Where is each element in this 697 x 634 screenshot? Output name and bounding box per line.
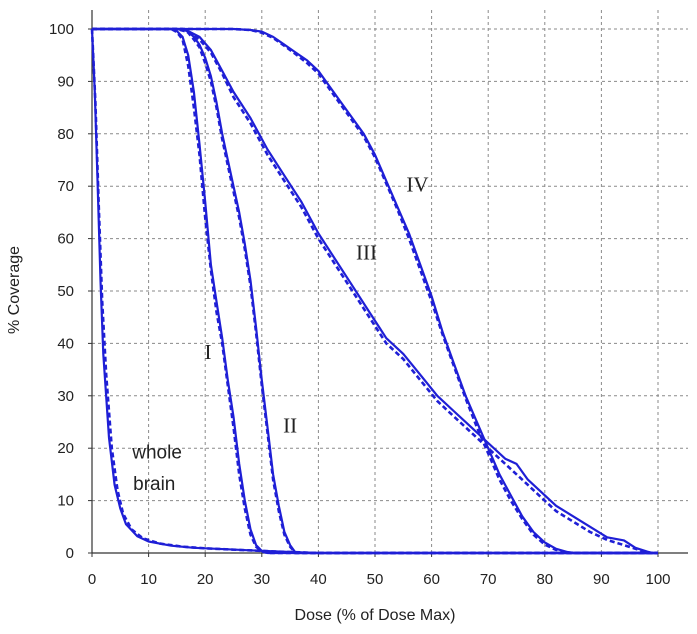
series-line-ii-dashed (92, 27, 658, 555)
x-tick-label: 70 (480, 571, 497, 588)
annotation-label: IV (406, 172, 428, 196)
y-tick-label: 10 (57, 493, 74, 510)
x-tick-label: 100 (645, 571, 670, 588)
x-tick-label: 10 (140, 571, 157, 588)
x-tick-label: 60 (423, 571, 440, 588)
x-tick-label: 30 (253, 571, 270, 588)
y-tick-label: 0 (66, 545, 74, 562)
series-lines (90, 27, 658, 555)
series-line-iii-dashed (92, 27, 653, 555)
annotation-label: whole (131, 443, 182, 464)
x-tick-label: 40 (310, 571, 327, 588)
y-tick-label: 90 (57, 73, 74, 90)
x-tick-label: 80 (536, 571, 553, 588)
y-tick-label: 30 (57, 388, 74, 405)
y-tick-label: 20 (57, 440, 74, 457)
x-tick-label: 0 (88, 571, 96, 588)
annotation-label: brain (133, 474, 175, 495)
x-tick-labels: 0 10 20 30 40 50 60 70 80 90 100 (88, 553, 671, 588)
series-line-i-dashed (92, 27, 658, 555)
y-axis-title: % Coverage (6, 246, 23, 334)
series-line-iii-solid (92, 27, 653, 555)
y-tick-label: 70 (57, 178, 74, 195)
y-tick-labels: 0 10 20 30 40 50 60 70 80 90 100 (49, 21, 92, 562)
x-tick-label: 90 (593, 571, 610, 588)
series-line-whole-brain-dashed (90, 28, 658, 555)
annotation-label: II (283, 413, 297, 437)
annotation-label: I (205, 340, 212, 364)
y-tick-label: 50 (57, 283, 74, 300)
y-tick-label: 80 (57, 126, 74, 143)
x-tick-label: 50 (367, 571, 384, 588)
annotation-label: III (356, 241, 377, 265)
y-tick-label: 60 (57, 231, 74, 248)
y-tick-label: 40 (57, 335, 74, 352)
x-axis-title: Dose (% of Dose Max) (295, 607, 456, 624)
plot-background (92, 10, 689, 558)
grid (91, 10, 688, 554)
series-line-iv-dashed (92, 27, 658, 555)
y-tick-label: 100 (49, 21, 74, 38)
series-line-ii-solid (92, 27, 658, 555)
x-tick-label: 20 (197, 571, 214, 588)
